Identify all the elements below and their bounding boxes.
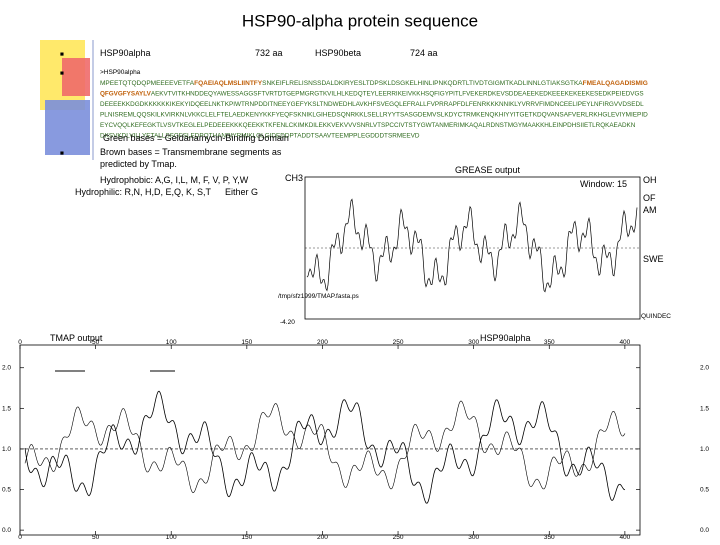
- bullet: ■: [60, 70, 64, 77]
- highlighted-residues: FMEALQAGADISMIG: [583, 80, 648, 87]
- y-tick-label: 0.5: [700, 487, 709, 494]
- x-tick-label: 400: [619, 534, 630, 540]
- grease-window: Window: 15: [580, 179, 627, 189]
- grease-title: GREASE output: [455, 165, 521, 175]
- hydrophobic: Hydrophobic: A,G, I,L, M, F, V, P, Y,W: [100, 175, 249, 185]
- residues: DKSVKDLVILLYETALLSSGFSLEDPQTHANRIYRMIKLG…: [100, 133, 420, 140]
- x-tick-label: 100: [166, 534, 177, 540]
- x-tick-label: 100: [166, 339, 177, 346]
- y-tick-label: 0.0: [2, 527, 11, 534]
- x-tick-label: 200: [317, 339, 328, 346]
- sequence: MPEETQTQDQPMEEEEVETFA FQAEIAQLMSLIINTFYSN…: [100, 80, 648, 140]
- title: HSP90-alpha protein sequence: [242, 11, 478, 30]
- grease-right-label: AM: [643, 205, 657, 215]
- x-tick-label: 300: [468, 534, 479, 540]
- residues: SNKEIFLRELISNSSDALDKIRYESLTDPSKLDSGKELHI…: [262, 80, 583, 87]
- sequence-line: DKSVKDLVILLYETALLSSGFSLEDPQTHANRIYRMIKLG…: [100, 133, 420, 140]
- grease-left-top: CH3: [285, 173, 303, 183]
- highlighted-residues: QFGVGFYSAYLV: [100, 91, 152, 98]
- grease-right-label: OH: [643, 175, 657, 185]
- alpha-name: HSP90alpha: [100, 48, 151, 58]
- x-tick-label: 150: [241, 339, 252, 346]
- either: Either G: [225, 187, 258, 197]
- highlighted-residues: FQAEIAQLMSLIINTFY: [194, 80, 263, 87]
- y-tick-label: 2.0: [2, 365, 11, 372]
- x-tick-label: 200: [317, 534, 328, 540]
- tmap-trace: [24, 390, 626, 504]
- x-tick-label: 350: [544, 534, 555, 540]
- legend-line: predicted by Tmap.: [100, 159, 177, 169]
- alpha-length: 732 aa: [255, 48, 283, 58]
- deco-red: [62, 58, 90, 96]
- y-tick-label: 2.0: [700, 365, 709, 372]
- x-tick-label: 250: [393, 339, 404, 346]
- deco-blue: [45, 100, 90, 155]
- hydrophilic: Hydrophilic: R,N, H,D, E,Q, K, S,T: [75, 187, 212, 197]
- x-tick-label: 50: [92, 339, 100, 346]
- sequence-line: MPEETQTQDQPMEEEEVETFA FQAEIAQLMSLIINTFYSN…: [100, 80, 648, 87]
- grease-right-label: SWE: [643, 254, 664, 264]
- sequence-line: EYCVQQLKEFEGKTLVSVTKEGLELPEDEEEKKKQEEKKT…: [100, 122, 636, 129]
- residues: MPEETQTQDQPMEEEEVETFA: [100, 80, 195, 87]
- tmap-trace: [24, 400, 626, 494]
- beta-name: HSP90beta: [315, 48, 361, 58]
- y-tick-label: 1.5: [2, 405, 11, 412]
- residues: AEKVTVITKHNDDEQYAWESSAGGSFTVRTDTGEPMGRGT…: [151, 91, 644, 98]
- residues: PLNISREMLQQSKILKVIRKNLVKKCLELFTELAEDKENY…: [100, 112, 648, 119]
- y-tick-label: 1.0: [700, 446, 709, 453]
- legend-line: Green bases = Geldanamycin-Binding Domai…: [103, 133, 289, 143]
- beta-length: 724 aa: [410, 48, 438, 58]
- grease-file: /tmp/sfz1999/TMAP.fasta.ps: [278, 293, 360, 300]
- sequence-line: DEEEEKKDGDKKKKKKIKEKYIDQEELNKTKPIWTRNPDD…: [100, 101, 644, 108]
- grease-right-label: QUINDEC: [641, 313, 671, 320]
- y-tick-label: 1.0: [2, 446, 11, 453]
- y-tick-label: 0.0: [700, 527, 709, 534]
- x-tick-label: 150: [241, 534, 252, 540]
- residues: DEEEEKKDGDKKKKKKIKEKYIDQEELNKTKPIWTRNPDD…: [100, 101, 644, 108]
- x-tick-label: 50: [92, 534, 100, 540]
- x-tick-label: 300: [468, 339, 479, 346]
- x-tick-label: 250: [393, 534, 404, 540]
- sequence-line: QFGVGFYSAYLVAEKVTVITKHNDDEQYAWESSAGGSFTV…: [100, 91, 644, 98]
- x-tick-label: 0: [18, 534, 22, 540]
- y-tick-label: 1.5: [700, 405, 709, 412]
- grease-left-bottom: -4.20: [280, 319, 295, 326]
- x-tick-label: 400: [619, 339, 630, 346]
- tmap-frame: [19, 344, 641, 536]
- x-tick-label: 350: [544, 339, 555, 346]
- sequence-line: PLNISREMLQQSKILKVIRKNLVKKCLELFTELAEDKENY…: [100, 112, 648, 119]
- residues: EYCVQQLKEFEGKTLVSVTKEGLELPEDEEEKKKQEEKKT…: [100, 122, 636, 129]
- legend-line: Brown bases = Transmembrane segments as: [100, 147, 282, 157]
- y-tick-label: 0.5: [2, 487, 11, 494]
- grease-trace: [306, 198, 638, 293]
- grease-xlabel: HSP90alpha: [480, 333, 531, 343]
- tmap-title: TMAP output: [50, 333, 103, 343]
- bullet: ■: [60, 51, 64, 58]
- bullet: ■: [60, 150, 64, 157]
- sequence-header: >HSP90alpha: [100, 69, 141, 76]
- x-tick-label: 0: [18, 339, 22, 346]
- grease-right-label: OF: [643, 193, 656, 203]
- tmap-plot: 0 0 50 50 100 100 150 150 200 200 250 250 300 300 350 3…: [2, 339, 709, 541]
